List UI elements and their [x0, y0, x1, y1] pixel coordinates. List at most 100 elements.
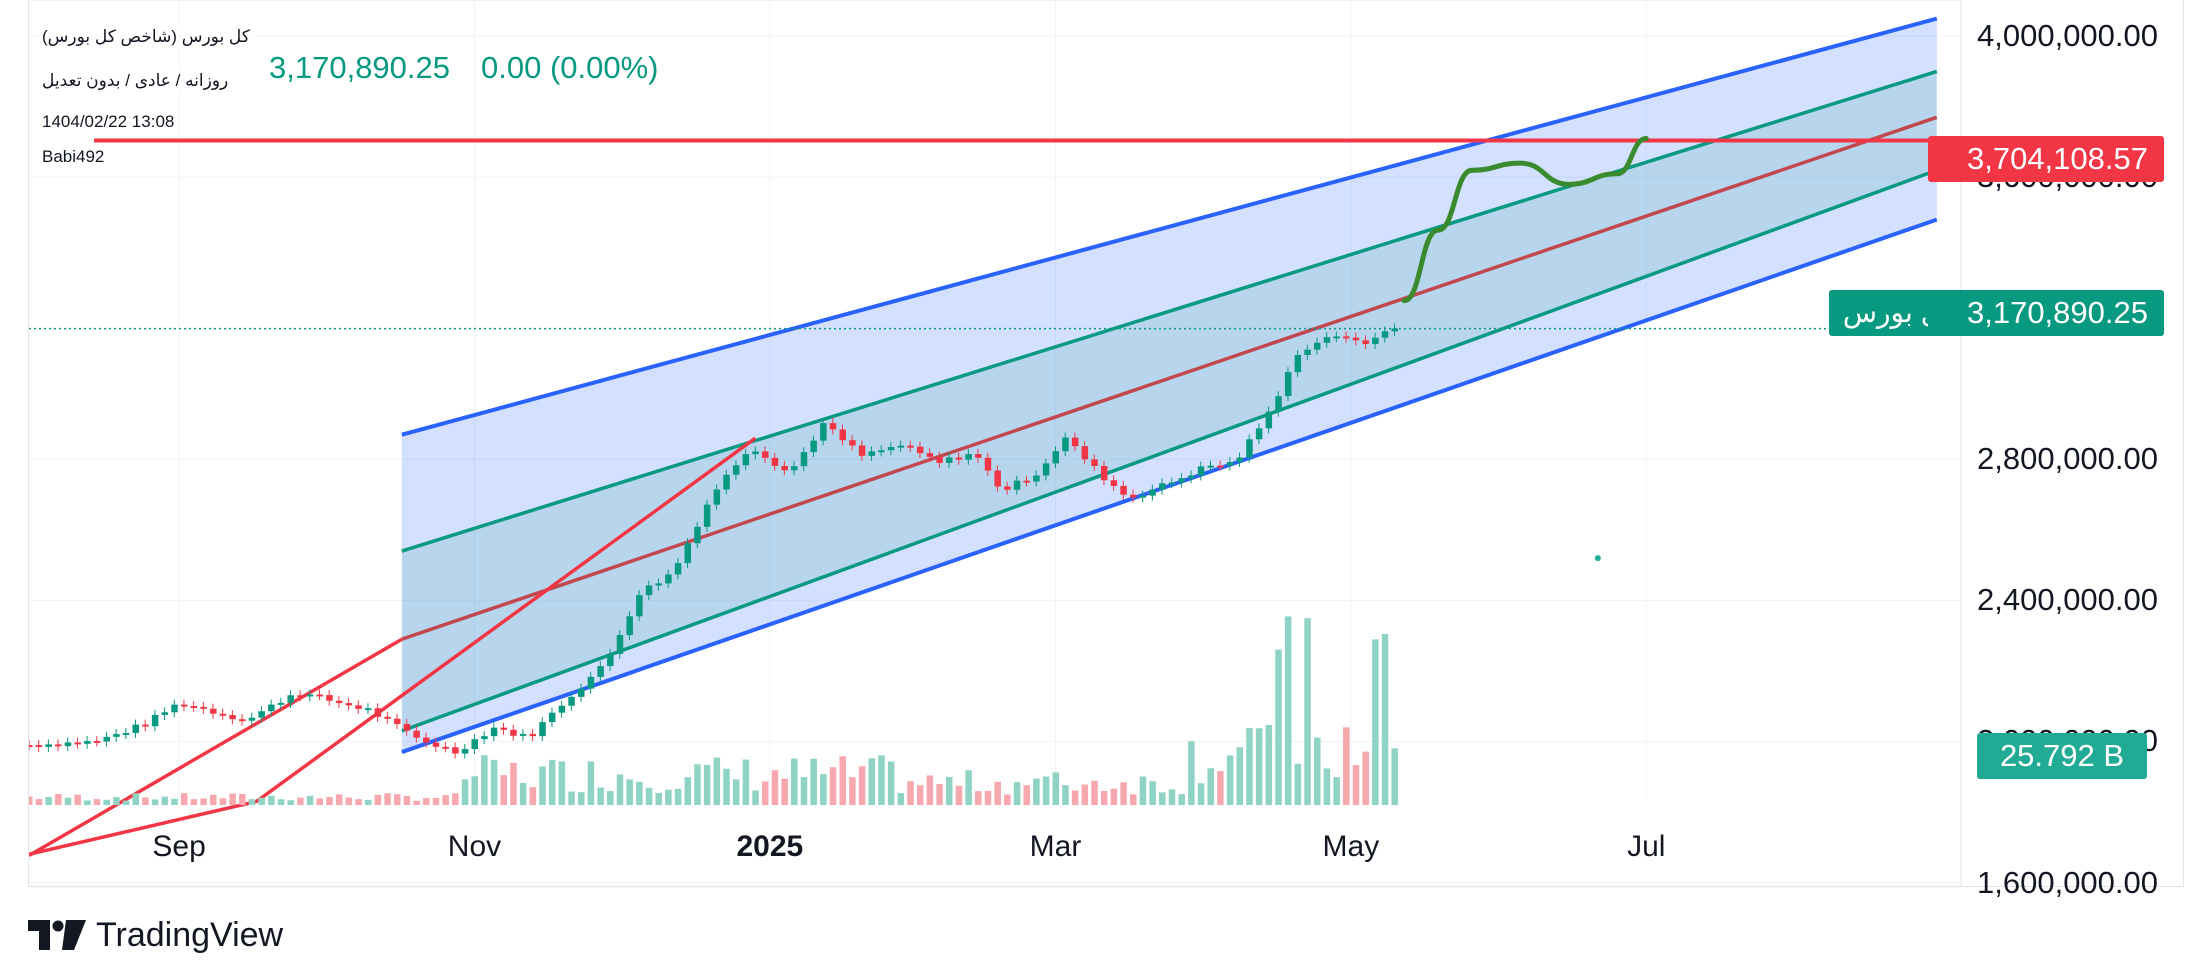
volume-bar: [878, 755, 885, 805]
volume-bar: [752, 790, 759, 805]
chart-canvas[interactable]: [29, 0, 2185, 887]
volume-bar: [432, 797, 440, 805]
volume-bar: [674, 788, 682, 805]
price-change: 0.00 (0.00%): [481, 50, 659, 85]
volume-bar: [1130, 794, 1137, 805]
candle-body: [210, 708, 217, 714]
candle-body: [432, 742, 440, 747]
volume-bar: [64, 797, 72, 805]
candle-body: [55, 744, 62, 747]
volume-bar: [326, 797, 333, 805]
volume-bar: [849, 777, 856, 805]
candle-body: [1004, 486, 1011, 490]
candle-body: [810, 440, 817, 453]
volume-bar: [93, 799, 101, 805]
candle-body: [1304, 349, 1311, 356]
candle-body: [636, 595, 643, 617]
volume-bar: [452, 793, 459, 805]
candle-body: [1091, 459, 1098, 466]
volume-bar: [442, 795, 449, 805]
datetime-label: 1404/02/22 13:08: [39, 111, 178, 133]
candle-body: [1013, 480, 1021, 490]
volume-bar: [1071, 790, 1079, 805]
volume-bar: [703, 764, 711, 805]
candle-body: [1168, 482, 1176, 485]
volume-bar: [1168, 789, 1176, 805]
channel-lower-line: [401, 217, 1938, 754]
candle-body: [74, 742, 81, 745]
candle-body: [713, 489, 721, 505]
candle-body: [229, 714, 236, 720]
volume-bar: [306, 795, 314, 805]
candle-body: [1081, 446, 1089, 460]
volume-bar: [113, 797, 120, 805]
volume-bar: [1236, 747, 1244, 805]
candle-body: [84, 740, 91, 744]
candle-body: [500, 727, 508, 730]
candle-body: [481, 736, 488, 740]
brand[interactable]: TradingView: [28, 913, 283, 957]
volume-bar: [1275, 649, 1282, 805]
volume-bar: [1294, 763, 1302, 805]
volume-bar: [994, 781, 1001, 805]
candle-body: [1333, 336, 1340, 339]
volume-bar: [103, 799, 110, 805]
chart-frame[interactable]: کل بورس (شاخص کل بورس) روزانه / عادی / ب…: [28, 0, 2185, 900]
volume-bar: [1139, 776, 1147, 805]
candle-body: [190, 706, 198, 709]
candle-body: [132, 724, 140, 733]
channel-outer-fill: [401, 18, 1937, 753]
volume-bar: [1197, 783, 1205, 805]
candle-body: [975, 454, 982, 458]
volume-bar: [248, 799, 256, 805]
volume-bar: [1188, 741, 1195, 805]
time-axis-label: Sep: [152, 830, 206, 863]
symbol-title[interactable]: کل بورس (شاخص کل بورس): [39, 26, 253, 48]
time-axis-label: Mar: [1029, 830, 1082, 863]
candle-body: [568, 696, 575, 706]
volume-bar: [645, 787, 653, 805]
candle-body: [277, 702, 285, 705]
last-price: 3,170,890.25: [269, 50, 451, 85]
candle-body: [306, 694, 314, 697]
volume-bar: [1246, 728, 1253, 805]
volume-bar: [1023, 785, 1030, 805]
volume-bar: [210, 794, 217, 805]
candle-body: [684, 543, 692, 564]
candle-body: [374, 708, 382, 717]
volume-bar: [1081, 784, 1089, 805]
candle-body: [1149, 489, 1156, 496]
volume-bar: [820, 774, 827, 805]
volume-bar: [384, 793, 391, 805]
candle-body: [655, 583, 662, 586]
candle-body: [142, 724, 149, 727]
candlesticks: [29, 323, 1398, 759]
candle-body: [180, 704, 188, 707]
candle-body: [1188, 475, 1195, 479]
last-price-tag: 3,170,890.25: [1928, 290, 2164, 336]
candle-body: [113, 734, 120, 737]
volume-bar: [636, 781, 643, 805]
candle-body: [781, 465, 788, 471]
candle-body: [452, 747, 459, 754]
channel-inner-fill: [401, 71, 1937, 731]
volume-bar: [1265, 725, 1273, 805]
volume-bar: [1004, 794, 1011, 805]
regression-channel[interactable]: [29, 16, 1938, 858]
volume-bar: [655, 792, 662, 805]
volume-bar: [1323, 768, 1331, 805]
volume-bar: [597, 787, 604, 805]
volume-bar: [335, 794, 343, 805]
volume-bar: [897, 793, 905, 805]
volume-bar: [984, 790, 992, 805]
volume-bar: [35, 799, 43, 805]
candle-body: [355, 705, 362, 709]
overlays[interactable]: [29, 135, 1961, 562]
projection-curve: [1401, 135, 1649, 304]
channel-inner-upper-line: [401, 69, 1938, 553]
volume-bar: [1042, 776, 1050, 805]
volume-bar: [1343, 727, 1350, 805]
candle-body: [946, 457, 953, 463]
volume-bar: [151, 799, 159, 805]
volume-bar: [587, 761, 595, 805]
